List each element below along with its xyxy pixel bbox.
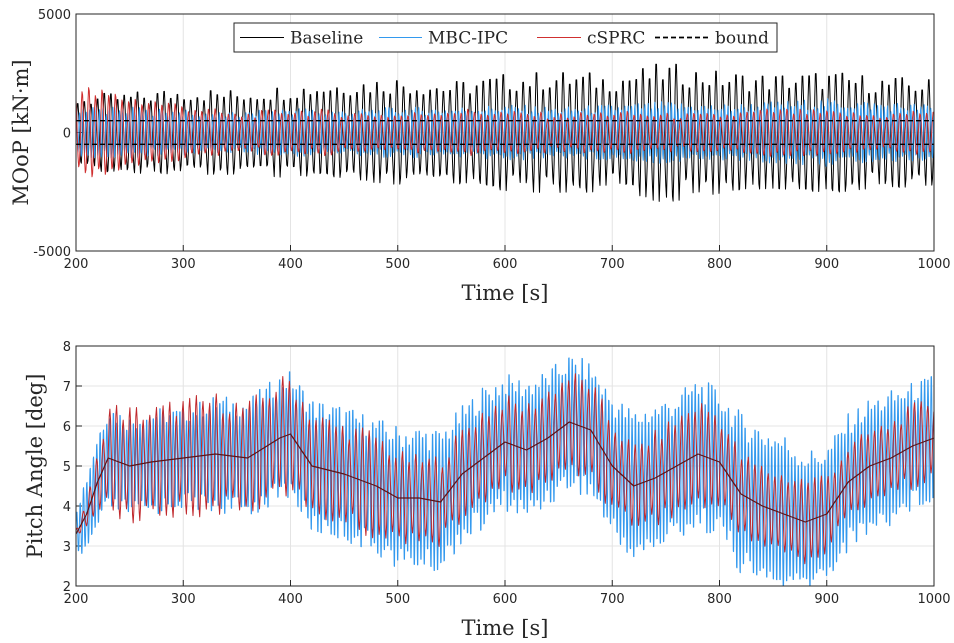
x-tick-label: 900 bbox=[814, 592, 839, 607]
y-tick-label: 5000 bbox=[38, 8, 71, 23]
series-1-line bbox=[76, 373, 934, 565]
y-tick-label: 3 bbox=[63, 540, 71, 555]
x-tick-label: 500 bbox=[385, 257, 410, 272]
legend: Baseline MBC-IPC cSPRC bound bbox=[233, 22, 778, 53]
x-tick-label: 800 bbox=[707, 257, 732, 272]
legend-label-csprc: cSPRC bbox=[587, 29, 645, 49]
x-tick-label: 200 bbox=[64, 257, 89, 272]
x-tick-label: 1000 bbox=[917, 257, 950, 272]
y-tick-label: 8 bbox=[63, 340, 71, 355]
legend-box bbox=[233, 22, 778, 53]
x-tick-label: 600 bbox=[493, 257, 518, 272]
x-tick-label: 300 bbox=[171, 592, 196, 607]
x-tick-label: 500 bbox=[385, 592, 410, 607]
axes-box bbox=[75, 345, 935, 587]
y-tick-label: 6 bbox=[63, 420, 71, 435]
x-tick-label: 1000 bbox=[917, 592, 950, 607]
x-tick-label: 700 bbox=[600, 257, 625, 272]
legend-label-mbc-ipc: MBC-IPC bbox=[428, 29, 508, 49]
x-tick-label: 800 bbox=[707, 592, 732, 607]
series-mbc-ipc-line bbox=[76, 98, 934, 167]
y-tick-label: 2 bbox=[63, 580, 71, 595]
y-tick-label: 0 bbox=[63, 127, 71, 142]
series-group bbox=[76, 63, 934, 202]
x-tick-label: 700 bbox=[600, 592, 625, 607]
x-axis-label: Time [s] bbox=[462, 281, 549, 305]
moop-panel: 200 300 400 500 600 700 800 900 1000 5000 0 -5000 Ti… bbox=[9, 8, 951, 305]
x-axis-label: Time [s] bbox=[462, 616, 549, 640]
y-tick-label: 4 bbox=[63, 500, 71, 515]
y-tick-label: -5000 bbox=[33, 245, 71, 260]
x-tick-label: 600 bbox=[493, 592, 518, 607]
x-tick-label: 400 bbox=[278, 592, 303, 607]
pitch-angle-panel: 200 300 400 500 600 700 800 900 1000 8 7 6 5 4 3 2 Time … bbox=[23, 340, 951, 640]
y-tick-label: 5 bbox=[63, 460, 71, 475]
x-tick-label: 400 bbox=[278, 257, 303, 272]
legend-label-bound: bound bbox=[715, 29, 769, 49]
axes-box bbox=[75, 13, 935, 252]
x-tick-label: 900 bbox=[814, 257, 839, 272]
series-2-line bbox=[76, 421, 934, 535]
y-axis-label: Pitch Angle [deg] bbox=[23, 374, 47, 559]
legend-label-baseline: Baseline bbox=[290, 29, 363, 49]
y-tick-label: 7 bbox=[63, 380, 71, 395]
series-csprc-line bbox=[76, 87, 934, 178]
series-group bbox=[76, 357, 934, 586]
x-tick-label: 200 bbox=[64, 592, 89, 607]
y-axis-label: MOoP [kN·m] bbox=[9, 59, 33, 205]
x-tick-label: 300 bbox=[171, 257, 196, 272]
